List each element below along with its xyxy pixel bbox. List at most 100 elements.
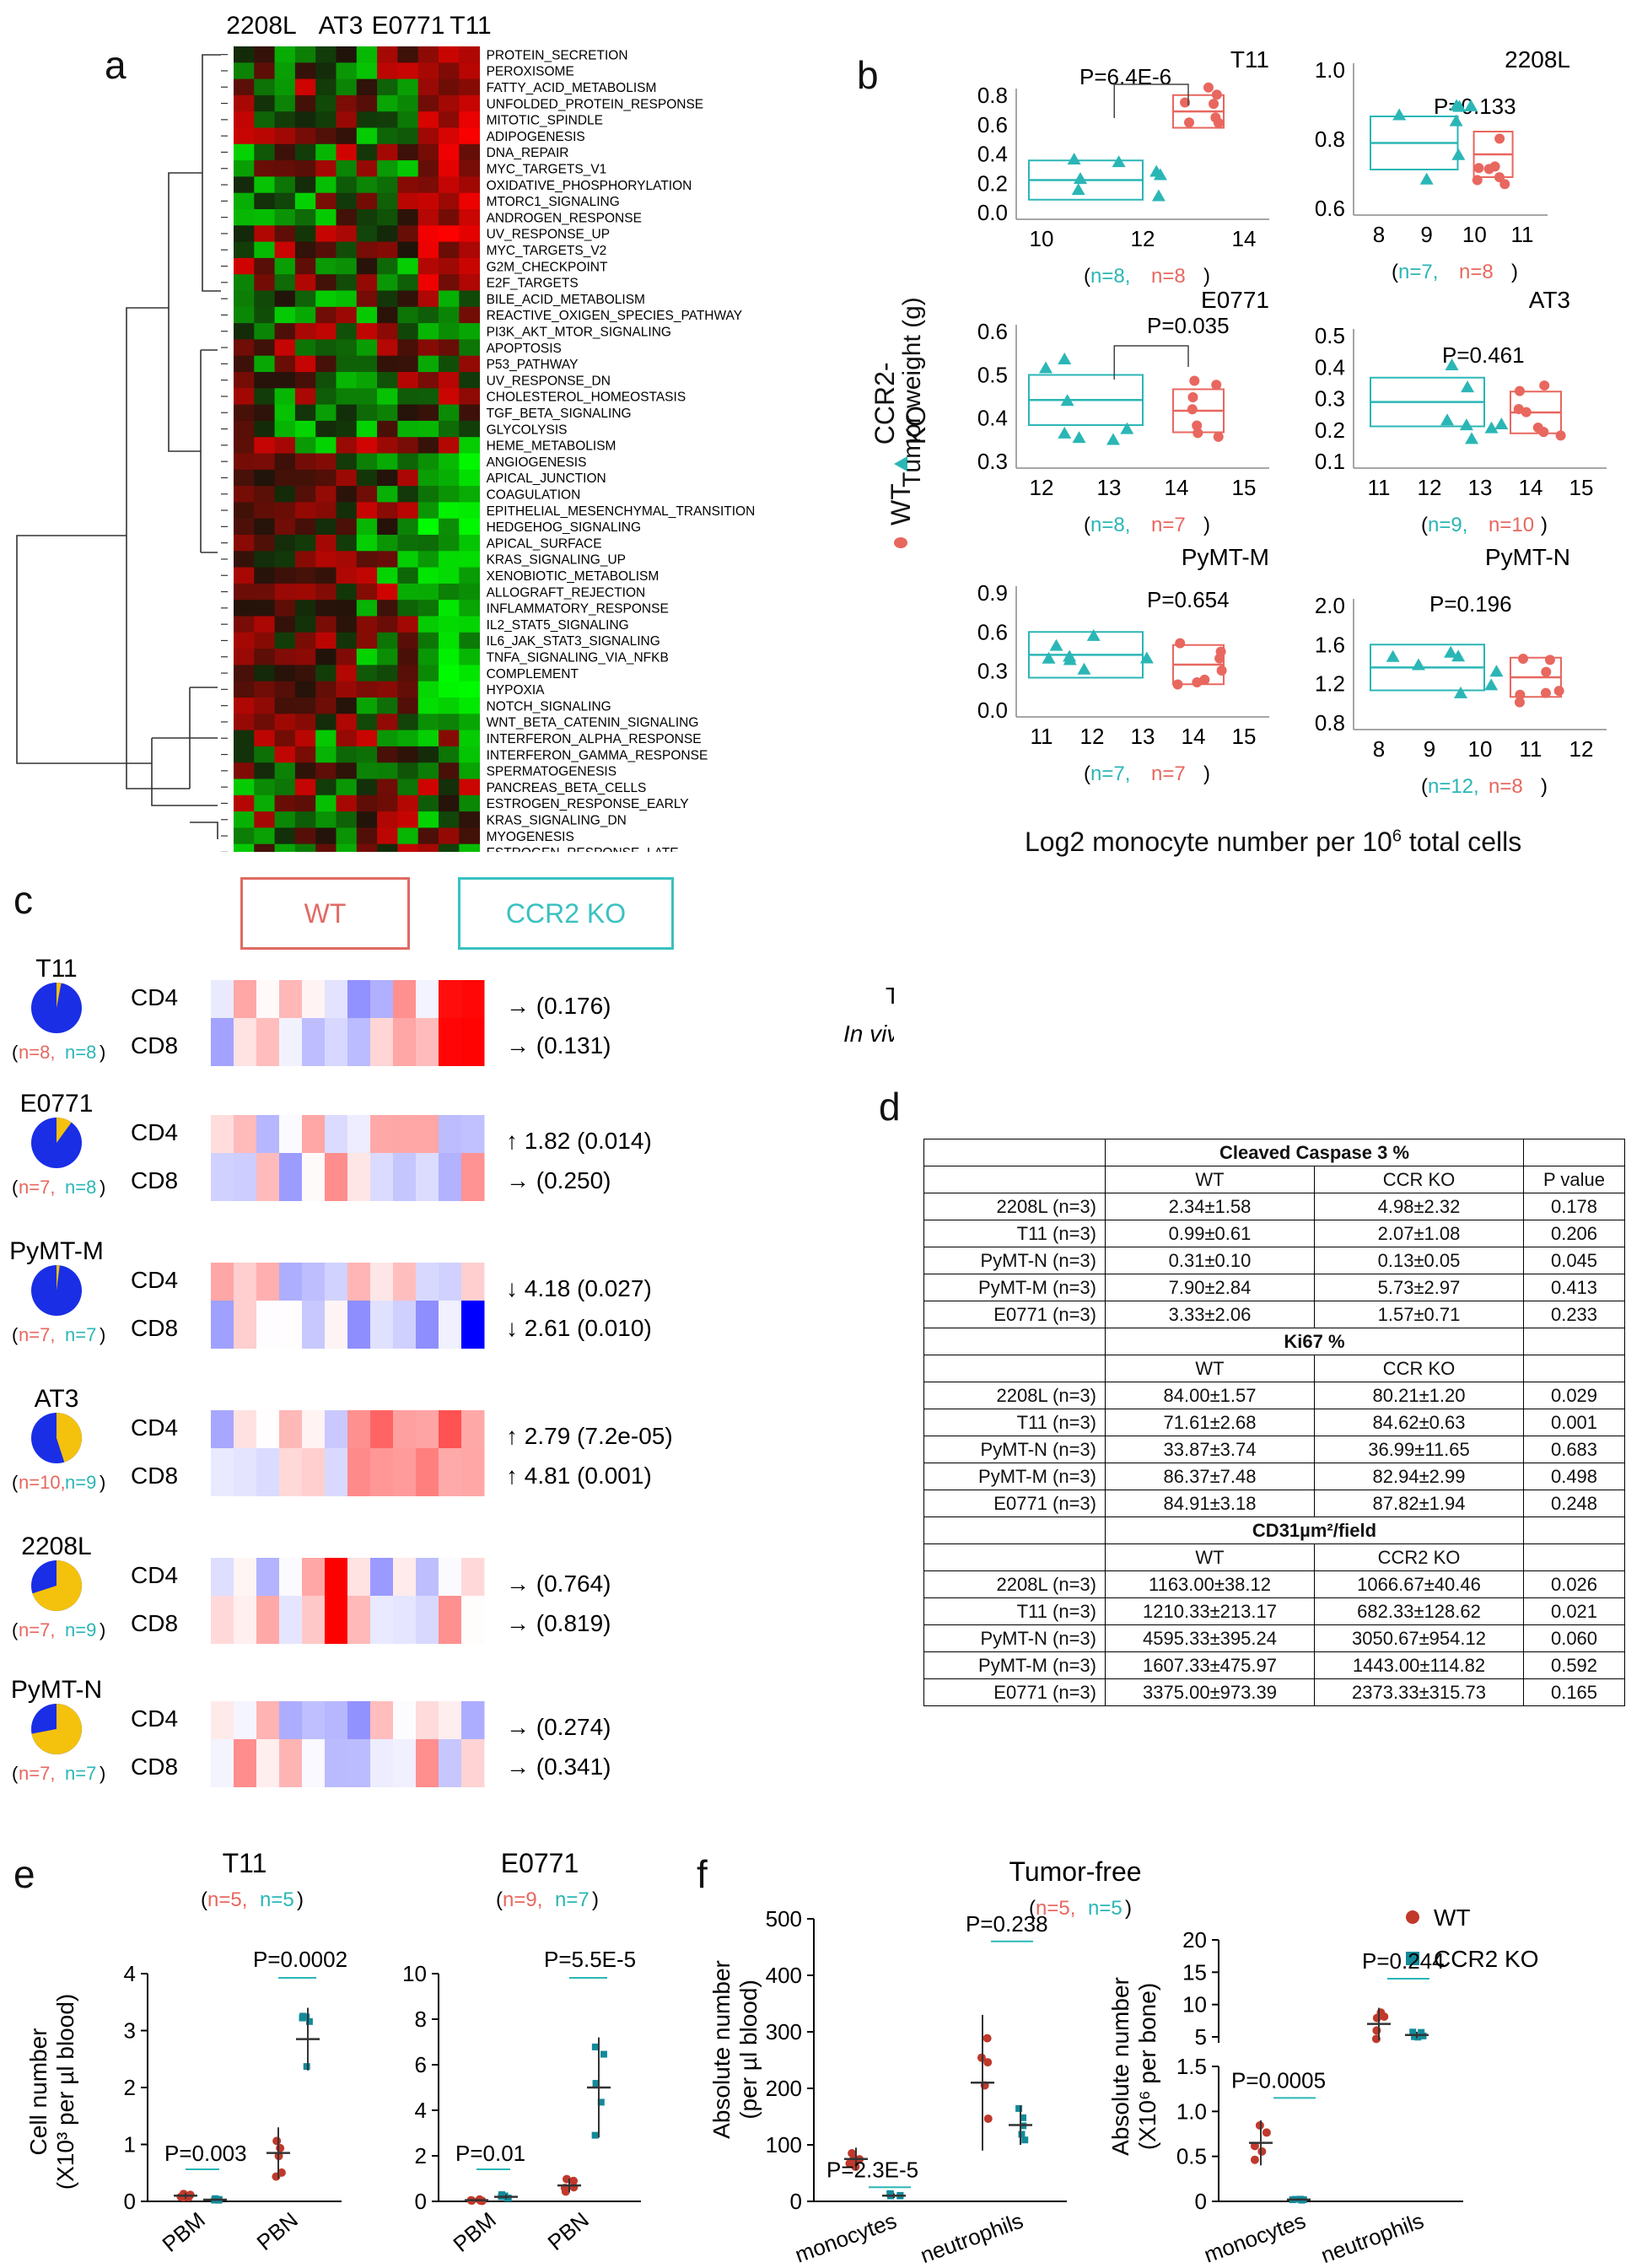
heatmap-cell [336, 46, 358, 63]
model-label-AT3: AT3 [35, 1385, 79, 1413]
heatmap-cell [459, 616, 481, 633]
heatmap-cell [315, 420, 336, 438]
heatmap-cell [377, 698, 398, 714]
heatmap-cell [254, 62, 276, 80]
ko-point [504, 2195, 512, 2202]
heatmap-cell [302, 1153, 326, 1201]
p-value: 0.592 [1523, 1651, 1625, 1679]
heatmap-cell [315, 698, 336, 714]
heatmap-cell [234, 453, 255, 471]
heatmap-cell [315, 323, 336, 340]
wt-point [1539, 380, 1550, 391]
p-value-label: P=2.3E-5 [826, 2157, 918, 2182]
heatmap-cell [211, 1018, 234, 1066]
x-tick-label: 12 [1080, 724, 1105, 749]
heatmap-cell [356, 372, 378, 389]
heatmap-cell [370, 1739, 394, 1787]
heatmap-cell [417, 649, 439, 665]
heatmap-cell [439, 160, 460, 177]
wt-point [1187, 404, 1198, 415]
p-value: 0.001 [1523, 1409, 1625, 1436]
heatmap-cell [356, 306, 378, 324]
heatmap-cell [274, 355, 296, 373]
y-tick-label: 0 [124, 2189, 136, 2214]
heatmap-cell [397, 665, 419, 682]
heatmap-cell [302, 1596, 326, 1644]
heatmap-cell [294, 583, 316, 601]
wt-point [1213, 431, 1224, 442]
heatmap-cell [356, 209, 378, 226]
heatmap-cell [294, 469, 316, 487]
heatmap-cell [234, 274, 255, 291]
tim-label: TIM [886, 983, 894, 1009]
ko-point [1086, 628, 1101, 641]
n-wt-label: n=8 [1151, 265, 1186, 288]
x-tick-label: 9 [1420, 222, 1432, 247]
heatmap-cell [294, 62, 316, 80]
heatmap-cell [459, 94, 481, 112]
wt-point [983, 2114, 993, 2123]
heatmap-cell [234, 176, 255, 194]
row-label: PyMT-M (n=3) [923, 1651, 1106, 1679]
y-tick-label: 4 [124, 1961, 136, 1986]
cd8-label: CD8 [131, 1754, 178, 1780]
heatmap-cell [336, 176, 358, 194]
heatmap-cell [254, 567, 276, 585]
heatmap-cell [356, 437, 378, 454]
heatmap-cell [356, 453, 378, 471]
heatmap-cell [397, 551, 419, 568]
heatmap-cell [294, 388, 316, 406]
y-tick-label: 0.0 [977, 200, 1008, 225]
n-wt-label: n=8 [1489, 775, 1523, 798]
heatmap-cell [254, 827, 276, 845]
heatmap-cell [294, 730, 316, 747]
table-row: PyMT-N (n=3) 33.87±3.74 36.99±11.65 0.683 [923, 1436, 1625, 1463]
ko-value: 1443.00±114.82 [1314, 1651, 1524, 1679]
heatmap-cell [461, 1739, 485, 1787]
heatmap-cell [439, 649, 460, 665]
y-axis-label: (per µl blood) [735, 1980, 762, 2120]
heatmap-cell [315, 160, 336, 177]
heatmap-cell [234, 257, 255, 275]
heatmap-cell [234, 94, 255, 112]
heatmap-cell [417, 404, 439, 422]
heatmap-cell [234, 681, 255, 698]
ko-point [591, 2131, 599, 2139]
cd8-stat: ↓ 2.61 (0.010) [506, 1315, 652, 1341]
heatmap-cell [274, 843, 296, 852]
p-value: 0.026 [1523, 1570, 1625, 1598]
heatmap-cell [397, 94, 419, 112]
ko-point [1459, 418, 1473, 431]
ko-point [1451, 148, 1466, 160]
heatmap-cell [254, 306, 276, 324]
wt-point [1499, 179, 1510, 190]
heatmap-cell [294, 127, 316, 145]
heatmap-cell [274, 111, 296, 128]
heatmap-cell [377, 372, 398, 389]
heatmap-cell [315, 583, 336, 601]
heatmap-cell [294, 649, 316, 665]
x-tick-label: 11 [1368, 475, 1391, 500]
heatmap-cell [356, 811, 378, 828]
n-paren: ( [12, 1619, 19, 1640]
heatmap-cell [439, 1739, 462, 1787]
n-paren: ( [12, 1042, 19, 1063]
heatmap-cell [377, 730, 398, 747]
panel-letter-e: e [13, 1852, 35, 1896]
heatmap-cell [254, 420, 276, 438]
y-tick-label: 0.3 [1315, 386, 1345, 412]
p-value-label: P=0.0005 [1231, 2067, 1326, 2093]
heatmap-cell [397, 486, 419, 503]
pathway-label: E2F_TARGETS [487, 277, 579, 291]
heatmap-cell [294, 323, 316, 340]
heatmap-cell [377, 827, 398, 845]
heatmap-cell [397, 192, 419, 210]
pathway-label: REACTIVE_OXIGEN_SPECIES_PATHWAY [487, 309, 742, 323]
heatmap-cell [397, 616, 419, 633]
heatmap-cell [377, 665, 398, 682]
wt-value: 71.61±2.68 [1105, 1409, 1315, 1436]
x-tick-label: 14 [1165, 475, 1189, 500]
heatmap-cell [336, 632, 358, 649]
ko-point [1489, 665, 1504, 677]
heatmap-cell [439, 176, 460, 194]
